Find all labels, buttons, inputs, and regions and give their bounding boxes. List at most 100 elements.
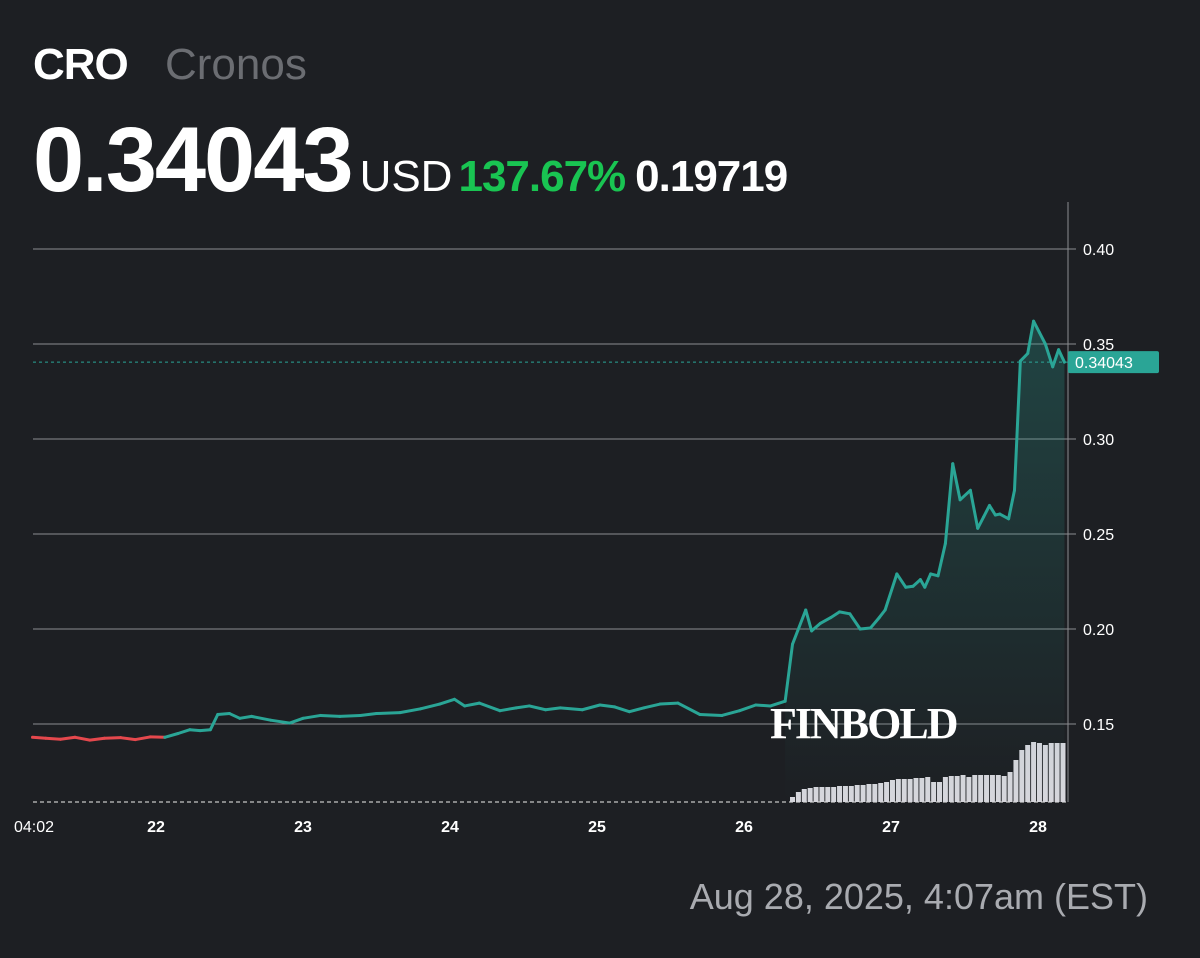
price-line-segment xyxy=(1037,331,1047,346)
price-line-segment xyxy=(804,608,814,633)
price-line-segment xyxy=(301,713,323,720)
price-line-segment xyxy=(698,713,724,717)
price-line-segment xyxy=(269,718,292,725)
price-line-segment xyxy=(558,706,584,712)
price-line-segment xyxy=(613,705,631,714)
price-line-segment xyxy=(911,578,922,588)
price-line-segment xyxy=(976,515,986,530)
price-line-segment xyxy=(228,712,242,720)
price-line-segment xyxy=(133,735,152,742)
price-line-segment xyxy=(1026,319,1036,355)
price-line-segment xyxy=(498,706,518,713)
price-line-segment xyxy=(943,462,955,545)
price-line-segment xyxy=(176,728,192,735)
price-line-segment xyxy=(1007,488,1016,521)
current-price: 0.34043 xyxy=(33,109,354,211)
price-line-segment xyxy=(188,728,202,733)
x-tick-label: 23 xyxy=(294,819,312,836)
price-line-segment xyxy=(216,712,231,716)
y-tick-label: 0.30 xyxy=(1083,432,1114,449)
price-line-segment xyxy=(627,706,646,714)
currency: USD xyxy=(359,152,453,201)
y-tick-label: 0.25 xyxy=(1083,527,1114,544)
price-line-segment xyxy=(858,626,872,631)
price-line-segment xyxy=(818,616,833,625)
price-line-segment xyxy=(419,702,442,711)
price-line-segment xyxy=(895,572,908,589)
change-absolute: 0.19719 xyxy=(635,152,788,201)
price-line-segment xyxy=(514,704,531,710)
x-tick-label: 25 xyxy=(588,819,606,836)
price-line-segment xyxy=(987,504,997,517)
price-line-segment xyxy=(1051,348,1061,369)
price-line-segment xyxy=(477,701,502,713)
finbold-watermark: FINBOLD xyxy=(770,699,957,748)
price-line-segment xyxy=(527,704,548,712)
x-tick-label: 24 xyxy=(441,819,459,836)
price-line-segment xyxy=(58,735,77,741)
coin-name: Cronos xyxy=(165,40,307,89)
price-line-segment xyxy=(829,610,842,620)
price-line-segment xyxy=(868,616,881,630)
x-tick-label: 27 xyxy=(882,819,900,836)
price-line-segment xyxy=(848,612,862,631)
x-tick-label: 22 xyxy=(147,819,165,836)
y-tick-label: 0.35 xyxy=(1083,337,1114,354)
price-line-segment xyxy=(438,697,456,706)
y-tick-label: 0.40 xyxy=(1083,242,1114,259)
price-line-segment xyxy=(923,572,933,589)
price-line-segment xyxy=(398,707,423,715)
price-line-segment xyxy=(544,706,562,712)
price-line-segment xyxy=(88,736,107,742)
price-line-segment xyxy=(810,621,822,633)
price-line-segment xyxy=(1057,348,1066,364)
timestamp: Aug 28, 2025, 4:07am (EST) xyxy=(689,876,1148,917)
price-line-segment xyxy=(198,728,212,733)
y-tick-label: 0.15 xyxy=(1083,717,1114,734)
x-tick-label: 28 xyxy=(1029,819,1047,836)
price-line-segment xyxy=(119,736,137,742)
price-line-segment xyxy=(883,572,899,612)
price-line-segment xyxy=(250,714,273,722)
price-line-segment xyxy=(73,735,92,742)
price-line-segment xyxy=(658,701,680,706)
price-line-segment xyxy=(754,703,772,708)
price-line-segment xyxy=(783,642,795,703)
y-tick-label: 0.20 xyxy=(1083,622,1114,639)
price-line-segment xyxy=(358,712,378,717)
price-line-segment xyxy=(463,701,481,708)
price-line-segment xyxy=(676,701,702,716)
price-line-segment xyxy=(238,714,254,720)
price-line-segment xyxy=(208,713,220,732)
price-line-segment xyxy=(791,608,808,646)
price-line-segment xyxy=(958,488,972,502)
price-line-segment xyxy=(598,703,617,709)
price-line-segment xyxy=(877,608,887,620)
change-percent: 137.67% xyxy=(458,152,626,201)
price-line-segment xyxy=(288,716,305,725)
price-line-segment xyxy=(1043,342,1055,369)
price-line-segment xyxy=(768,699,787,708)
price-line-segment xyxy=(1012,359,1022,492)
price-line-segment xyxy=(375,711,402,716)
coin-symbol: CRO xyxy=(33,40,129,89)
price-line-segment xyxy=(1018,352,1030,363)
price-row: 0.34043 USD 137.67% 0.19719 xyxy=(33,108,788,213)
price-line-segment xyxy=(838,610,852,616)
price-line-segment xyxy=(338,713,362,718)
price-line-segment xyxy=(951,462,962,502)
price-line-segment xyxy=(452,697,467,708)
price-area-fill xyxy=(785,321,1065,802)
price-line-segment xyxy=(580,703,602,712)
last-price-badge xyxy=(1068,351,1159,374)
price-line-segment xyxy=(720,709,742,717)
price-line-segment xyxy=(1032,319,1041,335)
last-price-label: 0.34043 xyxy=(1075,355,1133,372)
price-line-segment xyxy=(982,504,991,519)
price-line-segment xyxy=(103,736,123,740)
x-tick-label: 04:02 xyxy=(14,819,54,836)
price-line-segment xyxy=(998,512,1011,521)
price-line-segment xyxy=(936,542,947,578)
price-line-segment xyxy=(163,732,180,739)
price-line-segment xyxy=(31,735,48,740)
